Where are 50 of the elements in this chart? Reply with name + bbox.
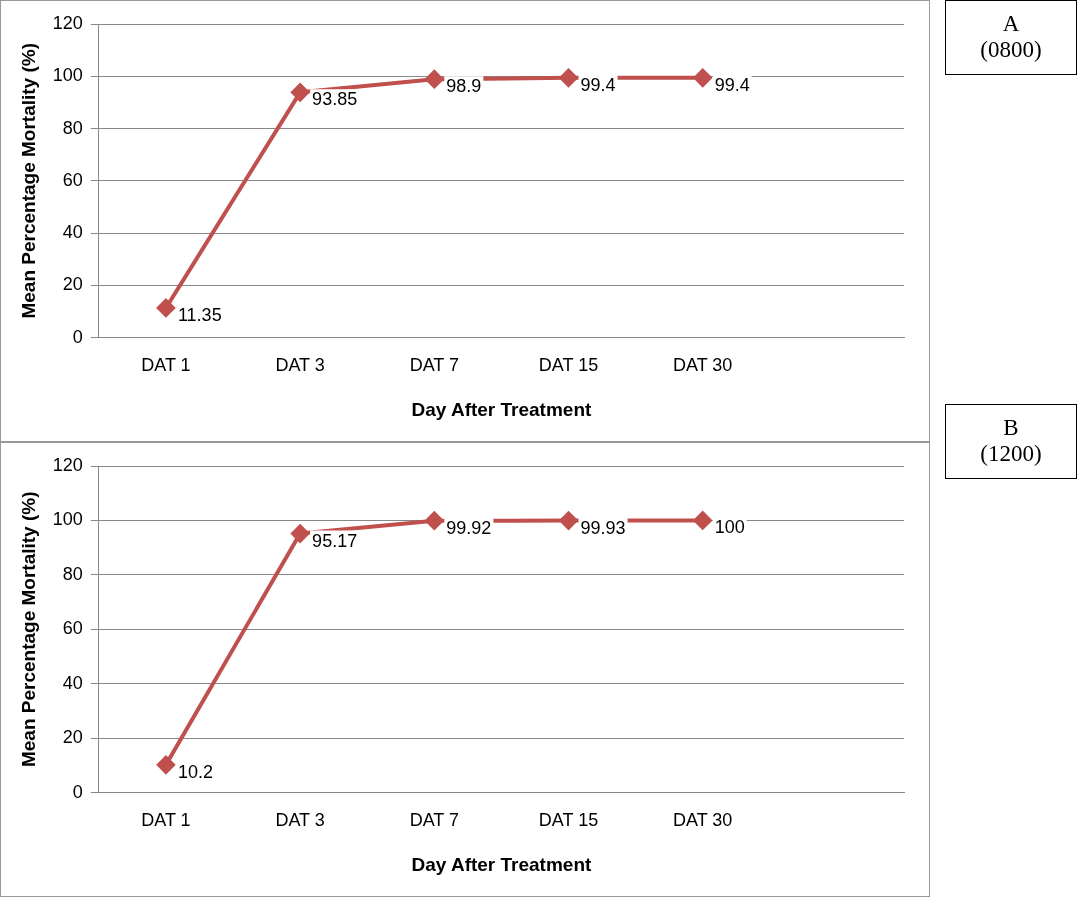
y-tick-label: 100 bbox=[52, 65, 83, 86]
point bbox=[156, 755, 175, 774]
data-label: 99.4 bbox=[580, 74, 616, 95]
x-tick-label: DAT 15 bbox=[538, 810, 599, 831]
y-tick-label: 80 bbox=[62, 563, 83, 584]
y-tick-label: 0 bbox=[72, 326, 83, 347]
point bbox=[693, 68, 712, 87]
y-axis-title: Mean Percentage Mortality (%) bbox=[17, 491, 39, 768]
x-tick-label: DAT 30 bbox=[673, 810, 733, 831]
y-tick-label: 40 bbox=[62, 672, 83, 693]
data-label: 98.9 bbox=[446, 76, 482, 97]
text: B (1200) bbox=[945, 404, 1077, 479]
data-label: 95.17 bbox=[312, 530, 358, 551]
y-tick-label: 120 bbox=[52, 12, 83, 33]
data-label: 99.93 bbox=[580, 517, 626, 538]
point bbox=[291, 83, 310, 102]
y-tick-label: 60 bbox=[62, 618, 83, 639]
x-tick-label: DAT 1 bbox=[141, 810, 191, 831]
x-tick-label: DAT 15 bbox=[538, 355, 599, 376]
y-axis-title: Mean Percentage Mortality (%) bbox=[17, 43, 39, 319]
point bbox=[425, 70, 444, 89]
x-axis-title: Day After Treatment bbox=[411, 853, 593, 875]
point bbox=[425, 511, 444, 530]
point bbox=[291, 524, 310, 543]
x-tick-label: DAT 3 bbox=[275, 355, 325, 376]
y-tick-label: 100 bbox=[52, 509, 83, 530]
y-tick-label: 60 bbox=[62, 169, 83, 190]
x-tick-label: DAT 7 bbox=[409, 355, 459, 376]
data-label: 93.85 bbox=[312, 89, 358, 110]
x-tick-label: DAT 3 bbox=[275, 810, 325, 831]
y-tick-label: 20 bbox=[62, 274, 83, 295]
x-tick-label: DAT 30 bbox=[673, 355, 733, 376]
data-label: 99.92 bbox=[446, 517, 492, 538]
x-axis-title: Day After Treatment bbox=[411, 398, 593, 420]
point bbox=[559, 511, 578, 530]
y-tick-label: 20 bbox=[62, 727, 83, 748]
y-tick-label: 120 bbox=[52, 454, 83, 475]
point bbox=[156, 298, 175, 317]
data-label: 10.2 bbox=[177, 761, 213, 782]
y-tick-label: 80 bbox=[62, 117, 83, 138]
data-label: 100 bbox=[714, 517, 745, 538]
data-label: 99.4 bbox=[714, 74, 750, 95]
y-tick-label: 40 bbox=[62, 222, 83, 243]
y-tick-label: 0 bbox=[72, 781, 83, 802]
x-tick-label: DAT 7 bbox=[409, 810, 459, 831]
point bbox=[693, 511, 712, 530]
text: A (0800) bbox=[945, 0, 1077, 75]
point bbox=[559, 68, 578, 87]
data-label: 11.35 bbox=[177, 304, 222, 325]
x-tick-label: DAT 1 bbox=[141, 355, 191, 376]
